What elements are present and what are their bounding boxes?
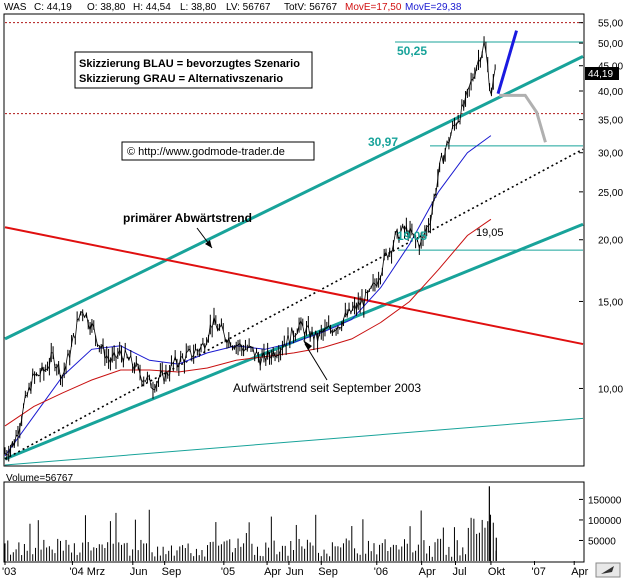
header-low: L: 38,80 (180, 2, 217, 13)
uptrend-pointer-head (303, 340, 312, 350)
level-label-low: 19,05 (397, 229, 427, 243)
upper-channel-line (4, 55, 584, 341)
long-term-trend-line (4, 417, 584, 466)
x-tick-label: Apr (264, 566, 281, 578)
level-label-high: 50,25 (397, 44, 427, 58)
volume-tick-label: 50000 (588, 536, 616, 547)
downtrend-pointer-head (205, 240, 212, 248)
x-tick-label: Jul (452, 566, 466, 578)
y-tick-label: 10,00 (598, 384, 623, 395)
y-tick-label: 30,00 (598, 149, 623, 160)
price-panel (3, 13, 585, 467)
scenario-legend-blue: Skizzierung BLAU = bevorzugtes Szenario (79, 58, 300, 70)
x-tick-label: '05 (221, 566, 235, 578)
source-box (121, 141, 315, 161)
header-total-volume: TotV: 56767 (284, 2, 337, 13)
volume-tick-label: 100000 (588, 516, 622, 527)
scroll-arrow-icon (601, 566, 614, 574)
x-tick-label: Apr (571, 566, 588, 578)
header-move-slow: MovE=29,38 (405, 2, 462, 13)
header-move-fast: MovE=17,50 (345, 2, 402, 13)
x-tick-label: Apr (419, 566, 436, 578)
x-tick-label: '03 (2, 566, 16, 578)
header-high: H: 44,54 (133, 2, 171, 13)
y-tick-label: 20,00 (598, 236, 623, 247)
volume-label: Volume=56767 (6, 473, 73, 484)
moving-average-slow (4, 218, 492, 427)
scenario-gray-projection (499, 93, 547, 143)
x-tick-label: Jun (130, 566, 148, 578)
x-tick-label: '06 (374, 566, 388, 578)
scenario-legend-box (74, 51, 313, 89)
level-label-low-right: 19,05 (476, 227, 504, 239)
level-label-mid: 30,97 (368, 135, 398, 149)
scenario-blue-projection (496, 30, 518, 95)
dotted-trend-line (4, 148, 584, 460)
primary-downtrend-line (4, 226, 584, 346)
y-tick-label: 50,00 (598, 39, 623, 50)
price-badge (585, 67, 619, 80)
x-tick-label: Sep (162, 566, 182, 578)
volume-tick-label: 150000 (588, 495, 622, 506)
source-label: © http://www.godmode-trader.de (127, 146, 285, 158)
x-tick-label: Sep (318, 566, 338, 578)
price-line (4, 41, 496, 456)
y-tick-label: 55,00 (598, 19, 623, 30)
scenario-legend-gray: Skizzierung GRAU = Alternativszenario (79, 73, 283, 85)
y-tick-label: 40,00 (598, 87, 623, 98)
x-tick-label: Okt (488, 566, 505, 578)
x-tick-label: '04 Mrz (69, 566, 105, 578)
header-volume-last: LV: 56767 (226, 2, 271, 13)
uptrend-pointer (304, 343, 328, 381)
y-tick-label: 35,00 (598, 116, 623, 127)
uptrend-label: Aufwärtstrend seit September 2003 (233, 381, 421, 395)
header-open: O: 38,80 (87, 2, 126, 13)
y-tick-label: 15,00 (598, 297, 623, 308)
x-tick-label: '07 (532, 566, 546, 578)
x-tick-label: Jun (286, 566, 304, 578)
price-badge-text: 44,19 (588, 69, 613, 80)
downtrend-label: primärer Abwärtstrend (123, 211, 252, 225)
header-symbol: WAS (4, 2, 27, 13)
y-tick-label: 25,00 (598, 188, 623, 199)
header-close: C: 44,19 (34, 2, 72, 13)
